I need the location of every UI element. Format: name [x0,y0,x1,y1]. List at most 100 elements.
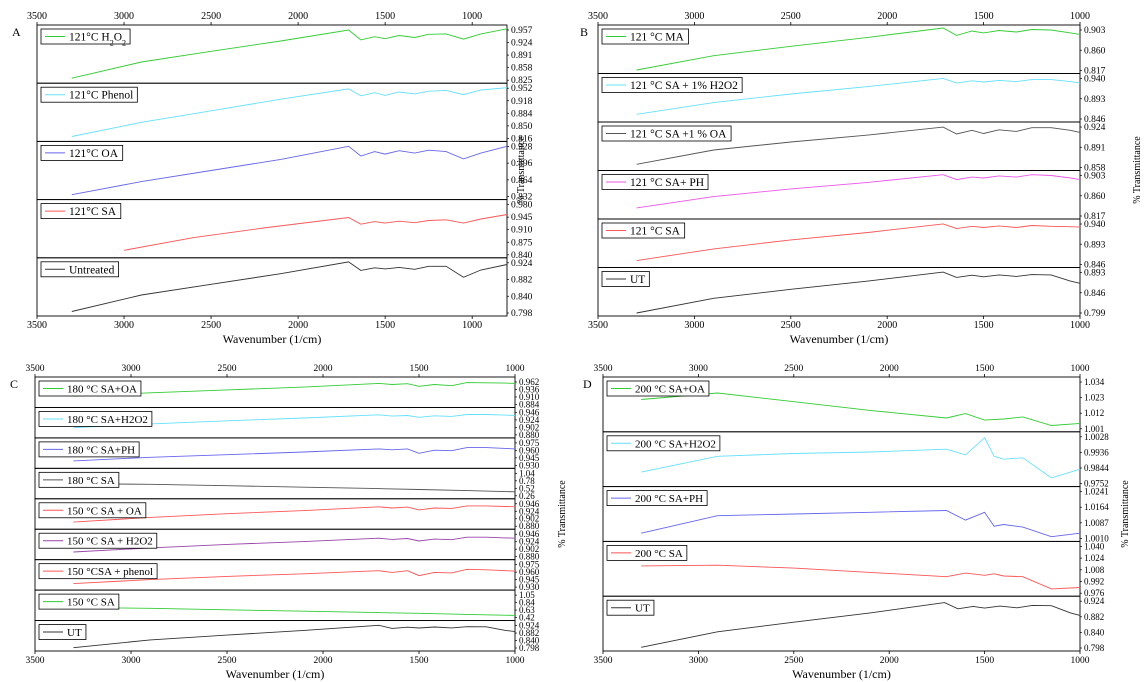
x-tick-label: 2000 [880,656,899,666]
x-tick-label: 3000 [684,320,704,331]
y-tick-label: 0.960 [519,567,540,577]
panel-c: C 3500 3500 3000 3000 2500 2500 2000 2000 1500 150… [10,364,568,681]
series-line [73,483,516,493]
x-tick-label: 1500 [974,320,994,331]
y-tick-label: 1.001 [1084,424,1104,434]
y-tick-label: 0.936 [519,384,540,394]
y-tick-label: 0.798 [511,309,533,319]
y-tick-label: 0.946 [519,499,540,509]
y-tick-label: 0.884 [519,399,540,409]
legend: Untreated [40,261,119,278]
legend-box [601,28,689,45]
legend-box [38,471,120,488]
subplot: 0.952 0.918 0.884 0.850 0.816 121°C Phenol [36,82,533,144]
y-tick-label: 0.902 [519,422,539,432]
y-tick-label: 1.0164 [1084,502,1109,512]
series-name: UT [630,274,645,286]
y-tick-label: 0.52 [519,483,535,493]
y-tick-label: 0.840 [511,251,533,261]
x-tick-label-top: 1500 [375,11,395,22]
legend: 150 °C SA + OA [38,502,147,519]
x-tick-label-top: 1000 [506,364,525,374]
y-tick-label: 0.962 [519,377,539,387]
legend-box [601,125,732,142]
panel-label: C [10,377,18,391]
y-tick-label: 0.816 [511,134,533,144]
y-tick-label: 0.26 [519,491,535,501]
x-tick-label-top: 2000 [880,364,899,374]
series-line [641,392,1081,426]
y-tick-label: 0.63 [519,605,535,615]
y-tick-label: 0.910 [511,226,533,236]
series-line [636,174,1081,209]
legend-box [40,144,124,161]
series-name: 121 °C MA [630,32,684,44]
x-tick-label: 2000 [314,656,333,666]
x-tick-label: 2500 [781,320,801,331]
y-tick-label: 0.924 [511,259,533,269]
x-tick-label-top: 2500 [784,364,803,374]
y-tick-label: 0.817 [1084,67,1106,77]
y-tick-label: 0.918 [511,97,533,107]
x-tick-label-top: 2500 [201,11,221,22]
series-line [71,28,508,79]
series-name: 121 °C SA [630,226,681,238]
subplot: 0.924 0.891 0.858 121 °C SA +1 % OA [597,121,1106,174]
x-tick-label: 3500 [594,656,613,666]
subplot-frame [602,595,1081,652]
series-name: 121°C Phenol [69,90,133,102]
series-name: 121°C OA [69,148,119,160]
subplot: 1.0241 1.0164 1.0087 1.0010 200 °C SA+PH [602,486,1109,543]
subplot: 0.940 0.893 0.846 121 °C SA [597,218,1106,271]
y-tick-label: 0.893 [1084,240,1106,250]
series-line [636,271,1081,314]
y-tick-label: 0.846 [1084,261,1106,271]
series-name: 121°C SA [69,206,117,218]
legend-box [38,502,147,519]
x-tick-label: 3000 [122,656,141,666]
series-line [636,223,1081,262]
y-tick-label: 1.0087 [1084,518,1109,528]
legend-box [40,86,138,103]
y-tick-label: 0.850 [511,122,533,132]
x-tick-label: 1000 [1070,320,1090,331]
y-tick-label: 1.023 [1084,393,1105,403]
y-tick-label: 0.893 [1084,269,1106,279]
legend: 150 °C SA + H2O2 [38,532,158,549]
legend: 200 °C SA [606,545,688,561]
y-tick-label: 0.902 [519,544,539,554]
y-tick-label: 0.924 [511,39,533,49]
y-tick-label: 0.880 [519,521,540,531]
legend: 200 °C SA+H2O2 [606,435,721,452]
x-tick-label: 2500 [784,656,803,666]
y-tick-label: 0.860 [1084,46,1106,56]
series-name: 150 °C SA + H2O2 [67,536,153,548]
y-tick-label: 0.940 [1084,75,1106,85]
series-line [71,87,508,137]
series-name: Untreated [69,264,115,276]
x-tick-label: 2500 [201,320,221,331]
panel-a: A 3500 3500 3000 3000 2500 2500 2000 2000 1500 150… [12,11,533,346]
legend-box [38,593,120,610]
series-line [636,27,1081,71]
x-axis-label: Wavenumber (1/cm) [790,332,889,346]
legend: UT [606,599,655,616]
series-line [641,510,1081,538]
y-tick-label: 0.924 [519,506,540,516]
subplot: 0.928 0.896 0.864 0.832 121°C OA [36,140,533,203]
x-tick-label: 3000 [114,320,134,331]
y-tick-label: 0.840 [519,636,540,646]
y-tick-label: 0.42 [519,613,535,623]
x-tick-label: 1500 [375,320,395,331]
x-tick-label-top: 1500 [410,364,429,374]
subplot: 1.034 1.023 1.012 1.001 200 °C SA+OA [602,376,1105,434]
y-tick-label: 0.9844 [1084,463,1109,473]
y-tick-label: 0.903 [1084,26,1106,36]
y-tick-label: 0.903 [1084,172,1106,182]
legend-box [606,435,721,452]
y-tick-label: 0.924 [519,415,540,425]
